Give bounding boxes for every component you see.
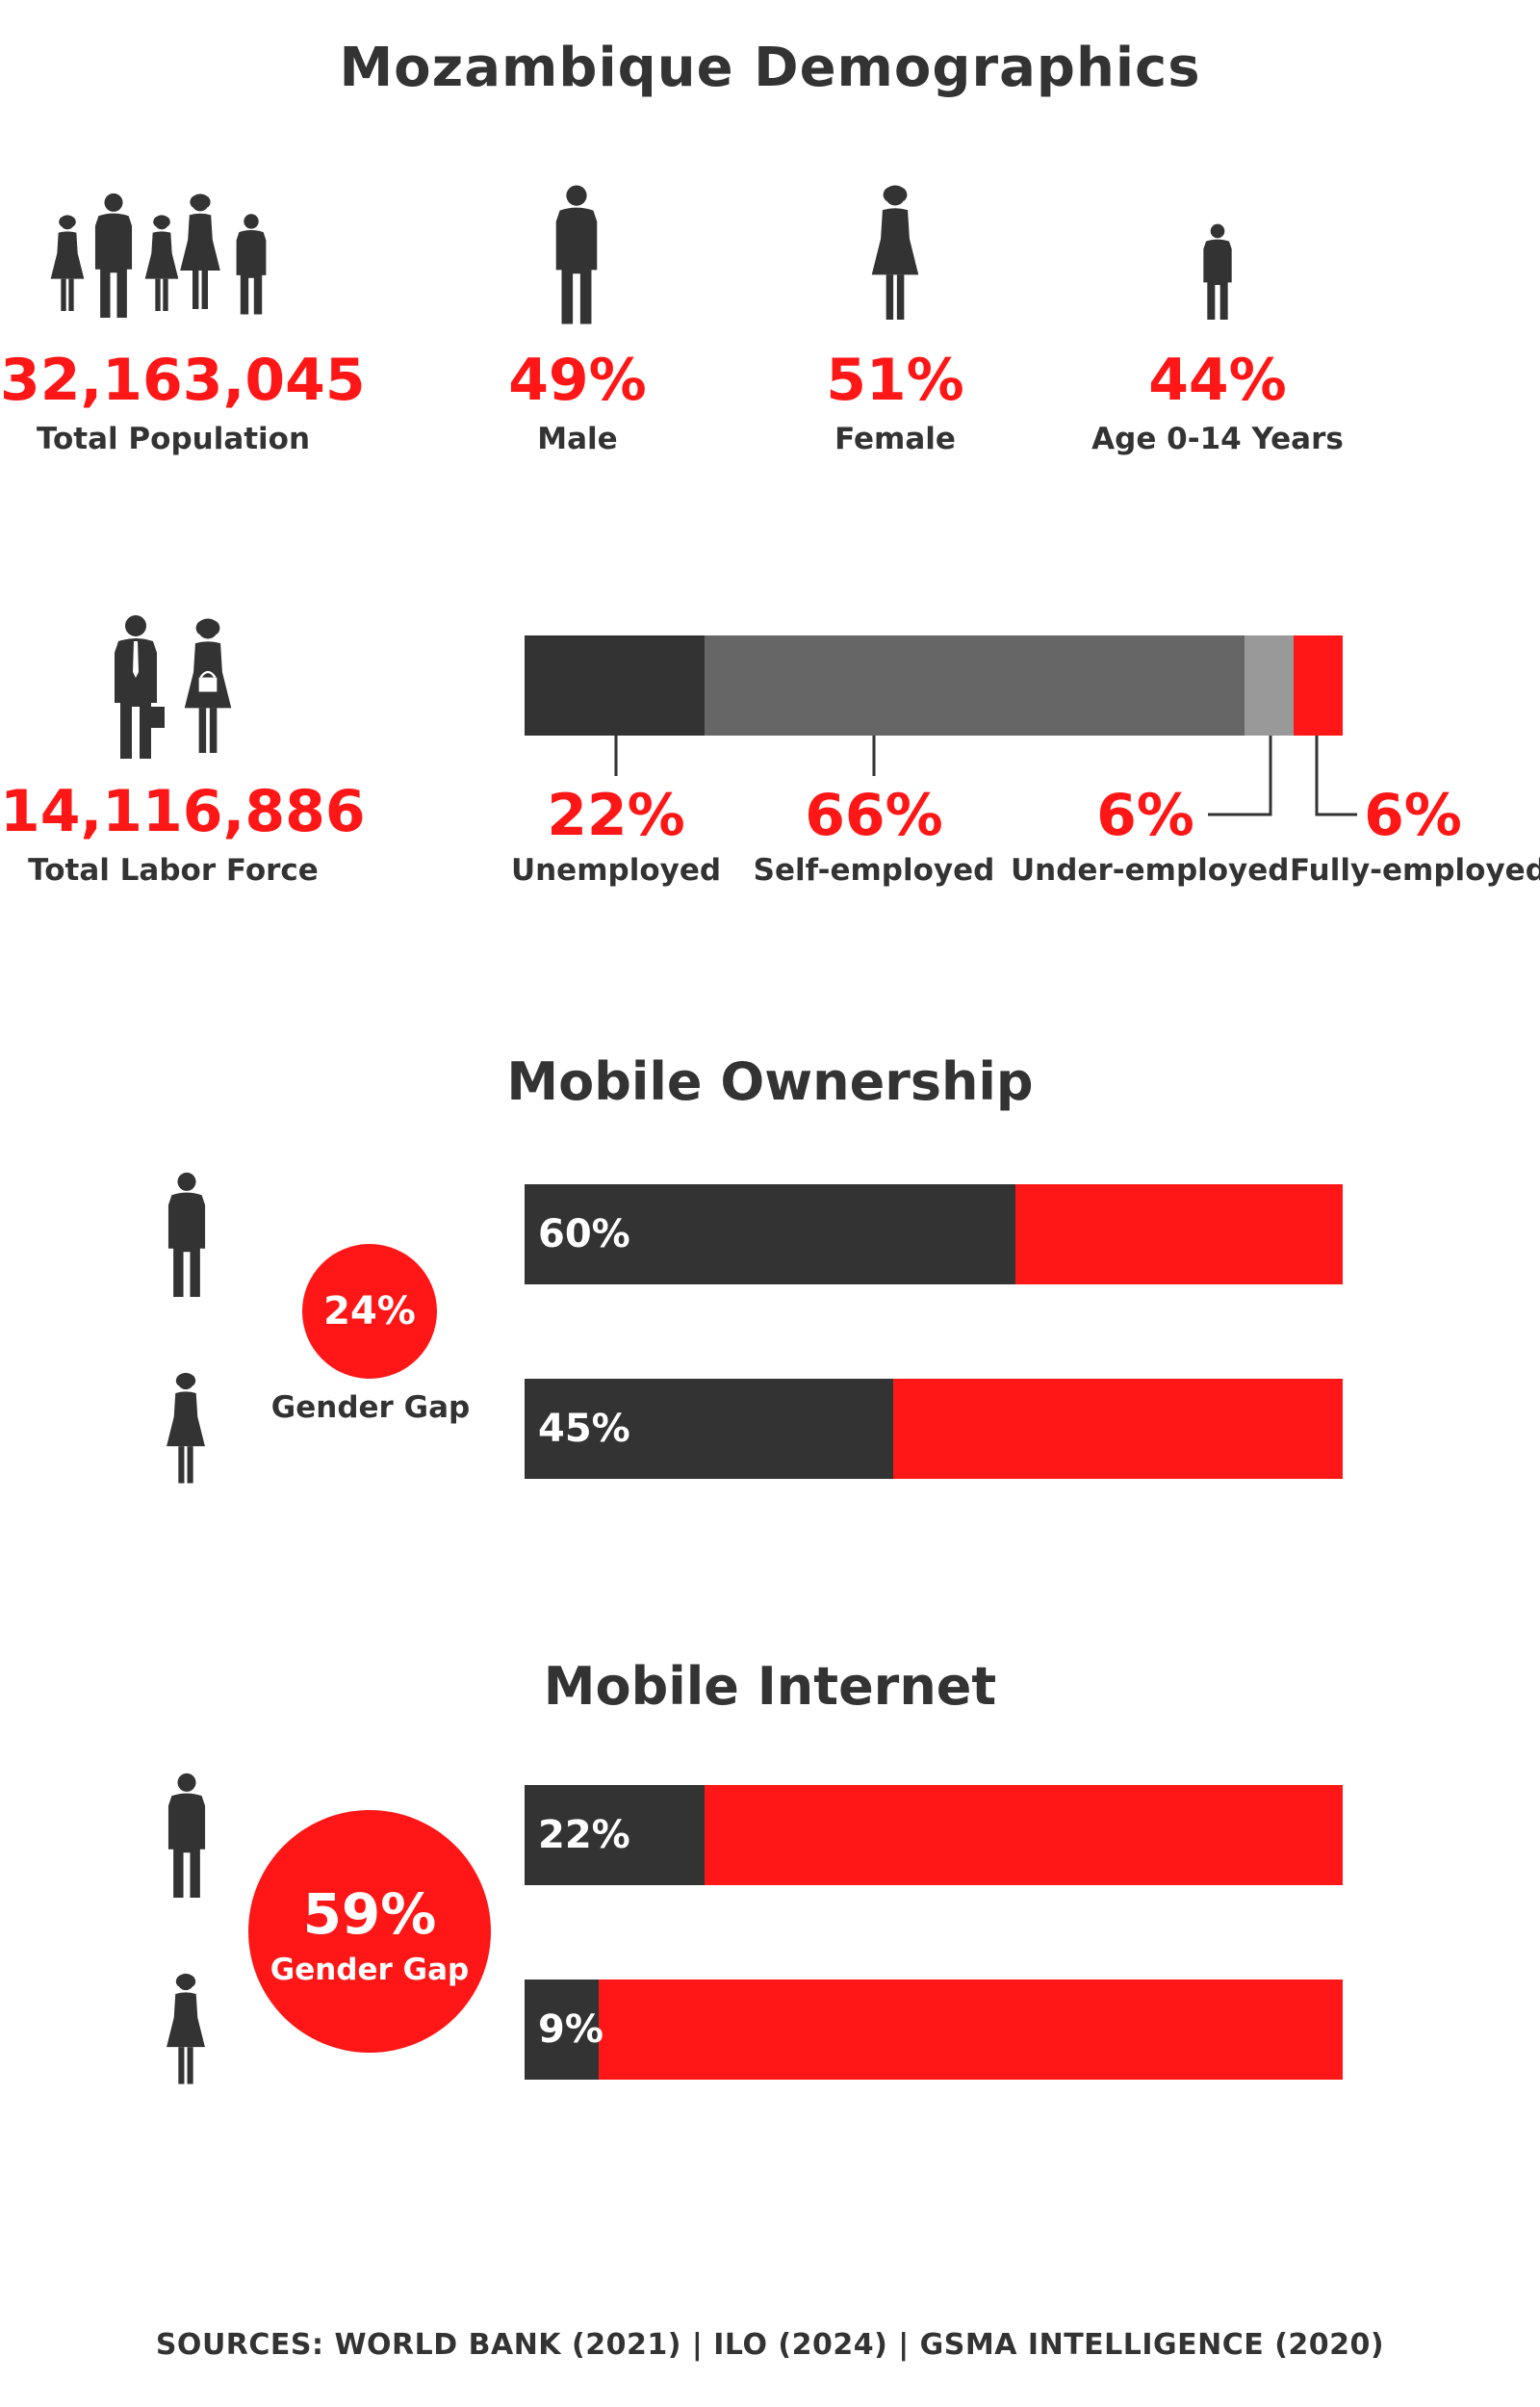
page-title: Mozambique Demographics — [339, 37, 1201, 99]
ownership-female-value: 45% — [538, 1407, 630, 1451]
total-population-label: Total Population — [36, 422, 311, 456]
internet-male-bar: 22% — [525, 1785, 1343, 1885]
sources-footer: SOURCES: WORLD BANK (2021) | ILO (2024) … — [155, 2328, 1385, 2362]
leader-line-under-employed — [1208, 736, 1272, 816]
ownership-male-bar: 60% — [525, 1184, 1343, 1284]
ownership-male-fill — [525, 1184, 1015, 1284]
internet-male-fill — [525, 1785, 705, 1885]
labor-stacked-bar — [525, 635, 1343, 736]
internet-female-fill — [525, 1980, 599, 2080]
segment-unemployed — [525, 635, 705, 736]
internet-female-bar: 9% — [525, 1980, 1343, 2080]
leader-line-fully-employed — [1315, 736, 1357, 816]
age-label: Age 0-14 Years — [1091, 422, 1344, 456]
ownership-female-fill — [525, 1379, 893, 1479]
under-employed-value: 6% — [1096, 782, 1194, 849]
labor-leader-lines — [614, 736, 1357, 816]
female-value: 51% — [826, 347, 964, 414]
internet-gender-gap-circle: 59% Gender Gap — [248, 1810, 491, 2053]
ownership-gender-gap-circle: 24% — [302, 1244, 437, 1379]
internet-male-value: 22% — [538, 1813, 630, 1857]
internet-gap-label: Gender Gap — [270, 1953, 470, 1987]
male-label: Male — [537, 422, 618, 456]
under-employed-label: Under-employed — [1011, 853, 1290, 888]
unemployed-value: 22% — [547, 782, 685, 849]
self-employed-label: Self-employed — [753, 853, 995, 888]
self-employed-value: 66% — [805, 782, 943, 849]
ownership-gap-value: 24% — [323, 1289, 416, 1333]
segment-self-employed — [705, 635, 1245, 736]
segment-under-employed — [1245, 635, 1294, 736]
total-population-value: 32,163,045 — [0, 347, 366, 414]
unemployed-label: Unemployed — [510, 853, 722, 888]
ownership-male-value: 60% — [538, 1212, 630, 1256]
labor-force-value: 14,116,886 — [0, 778, 366, 845]
female-label: Female — [834, 422, 956, 456]
internet-gap-value: 59% — [302, 1881, 437, 1947]
fully-employed-value: 6% — [1364, 782, 1462, 849]
internet-title: Mobile Internet — [543, 1656, 997, 1717]
ownership-gap-label: Gender Gap — [270, 1390, 471, 1425]
labor-force-label: Total Labor Force — [28, 853, 319, 888]
segment-fully-employed — [1294, 635, 1343, 736]
age-value: 44% — [1148, 347, 1287, 414]
male-value: 49% — [508, 347, 647, 414]
fully-employed-label: Fully-employed — [1290, 853, 1540, 888]
ownership-female-bar: 45% — [525, 1379, 1343, 1479]
ownership-title: Mobile Ownership — [506, 1051, 1034, 1112]
internet-female-value: 9% — [538, 2007, 603, 2052]
